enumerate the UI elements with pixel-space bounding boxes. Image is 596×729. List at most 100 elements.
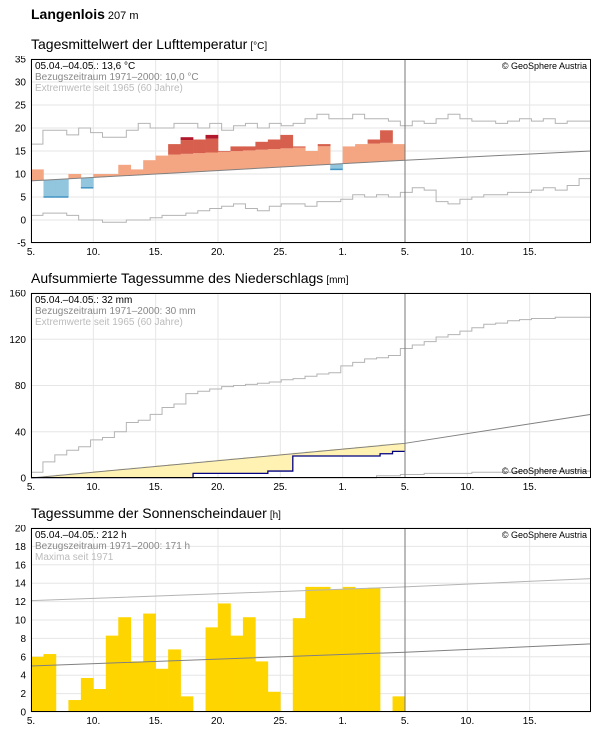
y-tick-label: 20 — [15, 124, 27, 135]
precip-deficit — [130, 467, 144, 478]
precip-deficit — [305, 451, 319, 457]
temp-bar-warm — [280, 148, 294, 167]
x-tick-label: 25. — [273, 716, 287, 727]
sun-bar — [230, 635, 244, 712]
precip-deficit — [230, 458, 244, 474]
precip-deficit — [80, 472, 94, 478]
sun-bar — [68, 700, 82, 712]
sunshine-unit: [h] — [269, 510, 281, 521]
x-tick-label: 25. — [273, 247, 287, 256]
temp-bar-cold — [80, 177, 94, 188]
x-tick-label: 20. — [211, 247, 225, 256]
temp-bar-warmer — [218, 151, 231, 152]
y-tick-label: 6 — [20, 652, 26, 663]
y-tick-label: 120 — [9, 335, 26, 346]
temp-bar-warm — [230, 151, 244, 170]
sun-bar — [93, 689, 107, 712]
y-tick-label: 4 — [20, 671, 26, 682]
temp-bar-warm — [155, 155, 169, 174]
temp-bar-warm — [68, 174, 82, 179]
y-tick-label: 10 — [15, 170, 27, 181]
y-tick-label: 25 — [15, 101, 27, 112]
sun-bar — [255, 661, 269, 712]
temp-bar-cold — [43, 179, 57, 197]
sun-bar — [342, 586, 356, 712]
temp-bar-warmer — [168, 144, 181, 155]
sun-bar — [180, 696, 194, 712]
temp-bar-cold — [330, 163, 343, 170]
temp-bar-warmer — [205, 138, 219, 153]
precip-deficit — [292, 452, 306, 457]
precipitation-chart: 0 40 80 120 160 5. 10. 15. 20. 25. 1. 5. 10. 15. 05.04… — [9, 290, 592, 493]
temp-bar-warm — [242, 150, 256, 169]
station-header: Langenlois 207 m — [31, 6, 138, 22]
sun-bar — [155, 668, 169, 712]
x-tick-label: 10. — [86, 482, 100, 493]
station-elevation: 207 m — [107, 10, 139, 22]
info-reference: Bezugszeitraum 1971–2000: 10,0 °C — [35, 72, 199, 83]
precip-deficit — [317, 450, 331, 457]
temp-bar-warmer — [180, 140, 194, 154]
temp-bar-warmer — [280, 134, 294, 149]
temp-bar-hot — [205, 134, 219, 139]
info-reference: Bezugszeitraum 1971–2000: 171 h — [35, 541, 190, 552]
precip-deficit — [367, 445, 381, 457]
x-tick-label: 5. — [27, 247, 35, 256]
x-tick-label: 5. — [27, 482, 35, 493]
temp-bar-warm — [392, 144, 406, 161]
temp-bar-warmer — [242, 146, 256, 151]
y-tick-label: 12 — [15, 597, 27, 608]
y-tick-label: 35 — [15, 56, 27, 66]
x-tick-label: 1. — [338, 716, 346, 727]
temp-bar-warm — [292, 147, 306, 167]
sun-bar — [317, 586, 331, 712]
temp-bar-warmer — [292, 146, 306, 148]
plot-frame — [31, 59, 591, 243]
temp-bar-warmer — [367, 139, 381, 144]
x-tick-label: 25. — [273, 482, 287, 493]
x-tick-label: 10. — [460, 247, 474, 256]
y-tick-label: 8 — [20, 634, 26, 645]
sun-bar — [218, 603, 231, 712]
precip-deficit — [392, 443, 406, 452]
temp-bar-warm — [342, 146, 356, 164]
precip-deficit — [143, 466, 156, 478]
sun-bar — [205, 627, 219, 712]
x-tick-label: 1. — [338, 482, 346, 493]
sun-bar — [392, 696, 406, 712]
y-tick-label: 20 — [15, 525, 27, 535]
x-tick-label: 5. — [401, 482, 409, 493]
y-tick-label: 5 — [20, 193, 26, 204]
extreme-max-line — [31, 113, 591, 145]
copyright: © GeoSphere Austria — [502, 530, 587, 540]
extreme-min-line — [31, 178, 591, 223]
info-reference: Bezugszeitraum 1971–2000: 30 mm — [35, 306, 196, 317]
y-tick-label: 0 — [20, 708, 26, 719]
x-tick-label: 15. — [149, 247, 163, 256]
temp-bar-warm — [267, 149, 281, 168]
copyright: © GeoSphere Austria — [502, 61, 587, 71]
precip-deficit — [93, 471, 107, 478]
temp-bar-warm — [255, 149, 269, 169]
x-tick-label: 15. — [523, 247, 537, 256]
sunshine-chart: 0 2 4 6 8 10 12 14 16 18 20 5. 10. 15. 20. 25. 1. 5. 10. 15… — [15, 525, 592, 727]
y-tick-label: 14 — [15, 579, 27, 590]
x-tick-label: 15. — [523, 482, 537, 493]
plot-frame — [31, 293, 591, 478]
x-tick-label: 20. — [211, 716, 225, 727]
info-period: 05.04.–04.05.: 13,6 °C — [35, 61, 135, 72]
x-tick-label: 10. — [86, 247, 100, 256]
x-tick-label: 5. — [401, 247, 409, 256]
info-period: 05.04.–04.05.: 212 h — [35, 530, 127, 541]
sun-bar — [130, 661, 144, 712]
sun-bar — [242, 617, 256, 712]
temp-bar-warm — [180, 153, 194, 173]
precip-deficit — [267, 454, 281, 472]
plot-frame — [31, 528, 591, 712]
precip-deficit — [330, 449, 343, 457]
precip-deficit — [105, 469, 119, 478]
temperature-title: Tagesmittelwert der Lufttemperatur [°C] — [31, 36, 267, 52]
precip-deficit — [155, 465, 169, 478]
temperature-bars — [31, 130, 406, 198]
